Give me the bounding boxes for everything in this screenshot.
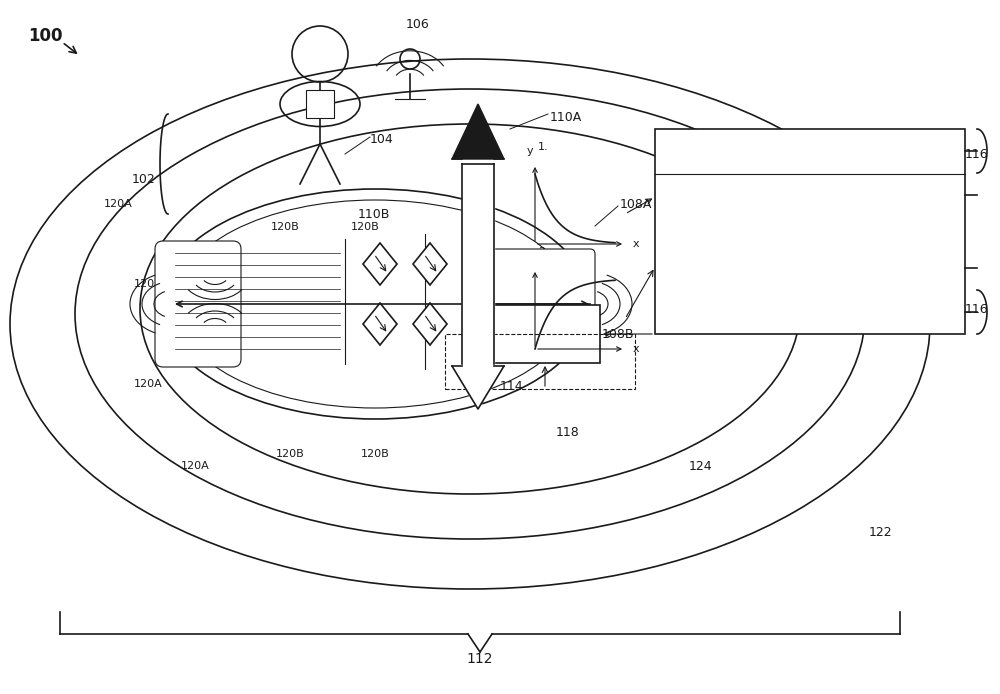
- Text: 108A: 108A: [620, 198, 652, 210]
- Text: 114: 114: [500, 380, 524, 393]
- Text: 110A: 110A: [550, 110, 582, 124]
- Text: 102: 102: [131, 173, 155, 185]
- Text: x: x: [633, 344, 640, 354]
- Text: 处理电路: 处理电路: [530, 325, 560, 339]
- Text: 锁定门: 锁定门: [715, 215, 740, 229]
- Bar: [445, 334, 635, 389]
- Polygon shape: [413, 303, 447, 345]
- Text: 108B: 108B: [602, 328, 635, 341]
- Text: 系统状态控制器: 系统状态控制器: [772, 145, 848, 163]
- Text: 2.: 2.: [538, 247, 549, 257]
- FancyBboxPatch shape: [485, 249, 595, 359]
- Text: 1.: 1.: [538, 142, 549, 152]
- Text: 1. 用户离开=启用传感器，: 1. 用户离开=启用传感器，: [670, 192, 783, 206]
- Polygon shape: [452, 366, 504, 409]
- Text: 120B: 120B: [271, 222, 299, 232]
- FancyBboxPatch shape: [155, 241, 241, 367]
- Text: 110B: 110B: [358, 208, 390, 221]
- Text: 106: 106: [406, 17, 430, 31]
- Text: y: y: [527, 251, 533, 261]
- Text: 120B: 120B: [361, 449, 389, 459]
- Polygon shape: [363, 243, 397, 285]
- Bar: [655, 129, 965, 334]
- Text: 2. 用户接近=解锁门，: 2. 用户接近=解锁门，: [670, 257, 766, 271]
- Bar: [490, 305, 600, 363]
- Text: 118: 118: [556, 425, 580, 439]
- Text: 104: 104: [370, 133, 394, 146]
- Text: 116: 116: [964, 303, 988, 316]
- Text: 120B: 120B: [351, 222, 379, 232]
- Polygon shape: [452, 104, 504, 159]
- Text: 120B: 120B: [276, 449, 304, 459]
- Text: 116: 116: [964, 148, 988, 160]
- Text: 124: 124: [688, 459, 712, 473]
- Text: 112: 112: [467, 652, 493, 666]
- Text: 120A: 120A: [134, 279, 162, 289]
- Text: 120A: 120A: [806, 291, 834, 301]
- FancyBboxPatch shape: [306, 90, 334, 118]
- Polygon shape: [413, 243, 447, 285]
- Text: 120A: 120A: [104, 199, 132, 209]
- Text: 120A: 120A: [181, 461, 209, 471]
- Ellipse shape: [160, 189, 590, 419]
- Text: 122: 122: [868, 525, 892, 539]
- Text: 禁用传感器: 禁用传感器: [715, 280, 757, 294]
- Polygon shape: [363, 303, 397, 345]
- Text: x: x: [633, 239, 640, 249]
- Text: y: y: [527, 146, 533, 156]
- Text: 100: 100: [28, 27, 62, 45]
- Text: 120A: 120A: [134, 379, 162, 389]
